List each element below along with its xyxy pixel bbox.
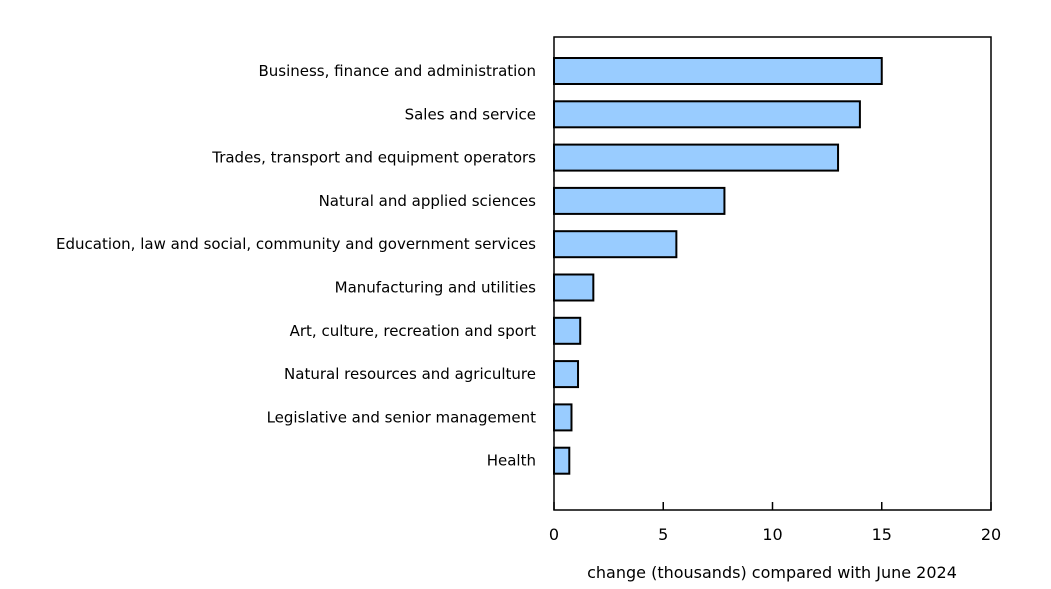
bar [553,57,883,85]
category-label: Art, culture, recreation and sport [290,322,536,340]
bar [553,273,595,302]
category-label: Business, finance and administration [258,62,536,80]
category-label: Health [487,452,536,470]
bar [553,403,573,432]
x-axis-label: change (thousands) compared with June 20… [587,563,957,582]
bar [553,100,861,129]
bar [553,230,678,259]
x-tick-label: 15 [872,525,892,544]
category-label: Education, law and social, community and… [56,235,536,253]
bar [553,446,571,475]
x-tick-label: 0 [549,525,559,544]
category-label: Sales and service [405,105,536,123]
category-label: Legislative and senior management [267,408,537,426]
category-label: Natural resources and agriculture [284,365,536,383]
bar [553,360,580,389]
x-tick-label: 20 [981,525,1001,544]
x-tick-label: 10 [762,525,782,544]
bar [553,143,840,172]
category-label: Manufacturing and utilities [335,279,537,297]
bar [553,316,582,345]
category-label: Natural and applied sciences [319,192,537,210]
category-label: Trades, transport and equipment operator… [211,149,536,167]
x-tick-label: 5 [658,525,668,544]
bar [553,186,726,215]
